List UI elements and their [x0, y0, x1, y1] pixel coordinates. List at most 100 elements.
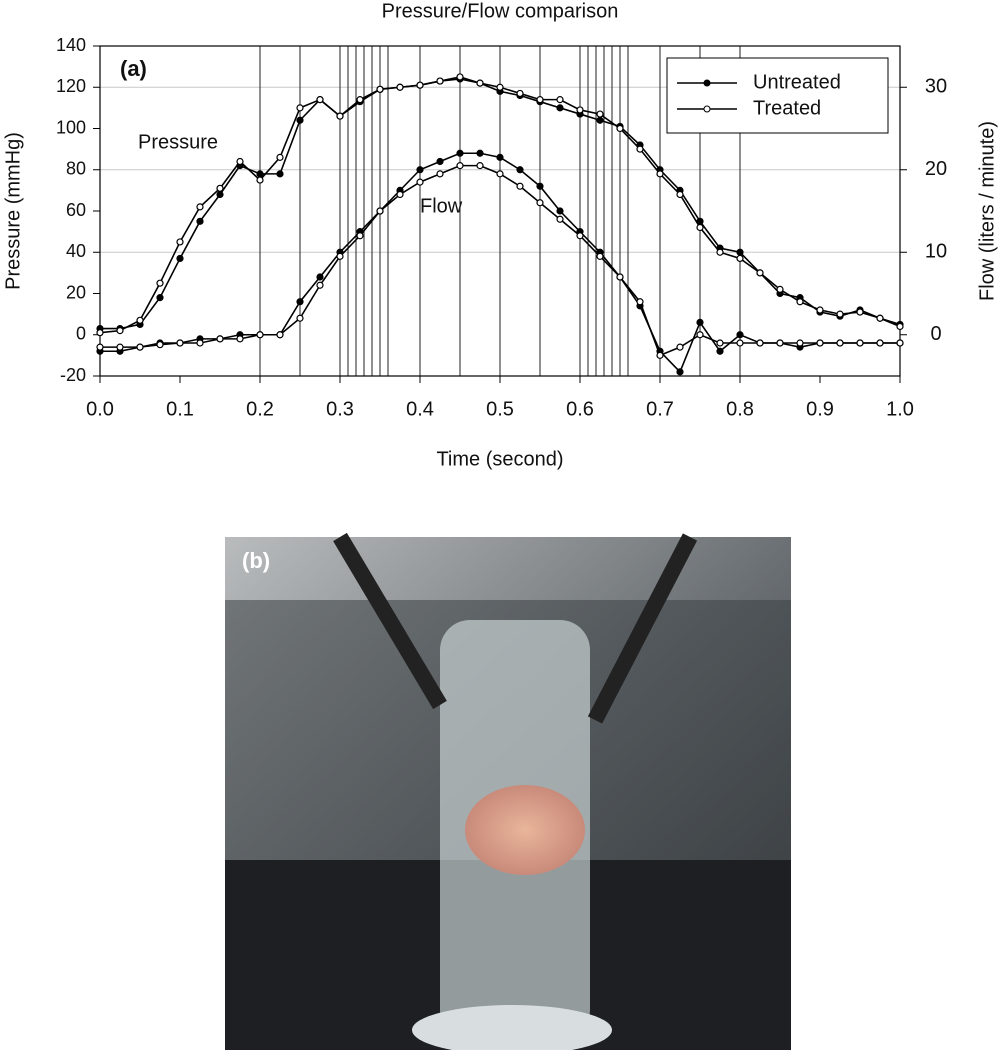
marker	[556, 215, 564, 223]
marker	[476, 162, 484, 170]
x-tick-label: 0.5	[486, 398, 514, 420]
x-tick-label: 0.0	[86, 398, 114, 420]
marker	[316, 96, 324, 104]
marker	[736, 254, 744, 263]
marker	[816, 306, 824, 314]
marker	[556, 96, 564, 104]
photo: (b)	[225, 532, 791, 1055]
marker	[376, 85, 384, 93]
legend-box	[666, 57, 889, 134]
x-tick-label: 0.2	[246, 398, 274, 420]
marker	[156, 294, 164, 302]
marker	[596, 110, 604, 118]
marker	[356, 96, 364, 104]
marker	[676, 190, 684, 199]
valve	[465, 785, 585, 875]
chart-title: Pressure/Flow comparison	[382, 0, 619, 22]
marker	[356, 232, 364, 240]
photo-label: (b)	[242, 548, 270, 573]
marker	[636, 298, 644, 306]
marker	[116, 343, 124, 351]
marker	[196, 217, 204, 225]
marker	[816, 339, 824, 347]
marker	[256, 331, 264, 339]
x-tick-label: 0.7	[646, 398, 674, 420]
marker	[236, 335, 244, 343]
y-axis-label: Pressure (mmHg)	[2, 132, 24, 290]
marker	[456, 162, 464, 170]
marker	[756, 339, 764, 347]
marker	[296, 104, 304, 112]
marker	[776, 285, 784, 293]
marker	[496, 153, 504, 161]
marker	[296, 116, 304, 124]
marker	[776, 339, 784, 347]
marker	[676, 368, 684, 376]
x-tick-label: 0.1	[166, 398, 194, 420]
marker	[276, 153, 284, 161]
marker	[856, 339, 864, 347]
marker	[896, 322, 904, 331]
marker	[596, 116, 604, 124]
marker	[156, 341, 164, 349]
marker	[676, 343, 684, 351]
y-tick-label: 60	[66, 200, 86, 220]
marker	[396, 190, 404, 199]
marker	[316, 281, 324, 289]
legend-label: Untreated	[753, 71, 841, 93]
marker	[736, 331, 744, 339]
marker	[176, 254, 184, 263]
annotation: Flow	[420, 195, 463, 217]
panel-label: (a)	[120, 56, 147, 81]
marker	[516, 89, 524, 98]
marker	[456, 73, 464, 81]
marker	[516, 166, 524, 174]
probe	[587, 533, 698, 724]
marker	[96, 343, 104, 351]
x-tick-label: 0.9	[806, 398, 834, 420]
marker	[496, 83, 504, 91]
y-tick-label: 140	[56, 35, 86, 55]
marker	[316, 273, 324, 281]
marker	[896, 339, 904, 347]
y-tick-label: 20	[66, 282, 86, 302]
marker	[436, 170, 444, 178]
marker	[596, 252, 604, 260]
probe	[333, 532, 447, 710]
y-tick-label: 80	[66, 159, 86, 179]
legend-marker	[703, 105, 711, 113]
marker	[216, 190, 224, 199]
marker	[296, 314, 304, 322]
marker	[556, 207, 564, 215]
y-tick-label: 120	[56, 76, 86, 96]
marker	[716, 248, 724, 256]
marker	[276, 331, 284, 339]
annotation: Pressure	[138, 131, 218, 153]
x-tick-label: 0.8	[726, 398, 754, 420]
marker	[416, 166, 424, 174]
marker	[576, 232, 584, 240]
marker	[436, 77, 444, 85]
marker	[716, 339, 724, 347]
marker	[236, 157, 244, 166]
x-tick-label: 0.6	[566, 398, 594, 420]
marker	[656, 170, 664, 178]
marker	[196, 203, 204, 211]
plot-area: 0.0 0.1 0.2 0.3 0.4 0.5 0.6 0.7 0.8 0.9 1.0 -20 0 20 4…	[56, 35, 947, 421]
marker	[796, 298, 804, 306]
marker	[616, 273, 624, 281]
x-tick-label: 1.0	[886, 398, 914, 420]
marker	[796, 339, 804, 347]
y-tick-label: -20	[60, 365, 86, 385]
marker	[156, 279, 164, 287]
marker	[136, 316, 144, 324]
legend-marker	[703, 79, 711, 87]
marker	[116, 327, 124, 335]
legend-label: Treated	[753, 97, 821, 119]
marker	[436, 157, 444, 166]
marker	[476, 149, 484, 157]
y2-axis-label: Flow (liters / minute)	[976, 121, 998, 301]
marker	[756, 269, 764, 277]
marker	[176, 238, 184, 246]
marker	[536, 199, 544, 207]
